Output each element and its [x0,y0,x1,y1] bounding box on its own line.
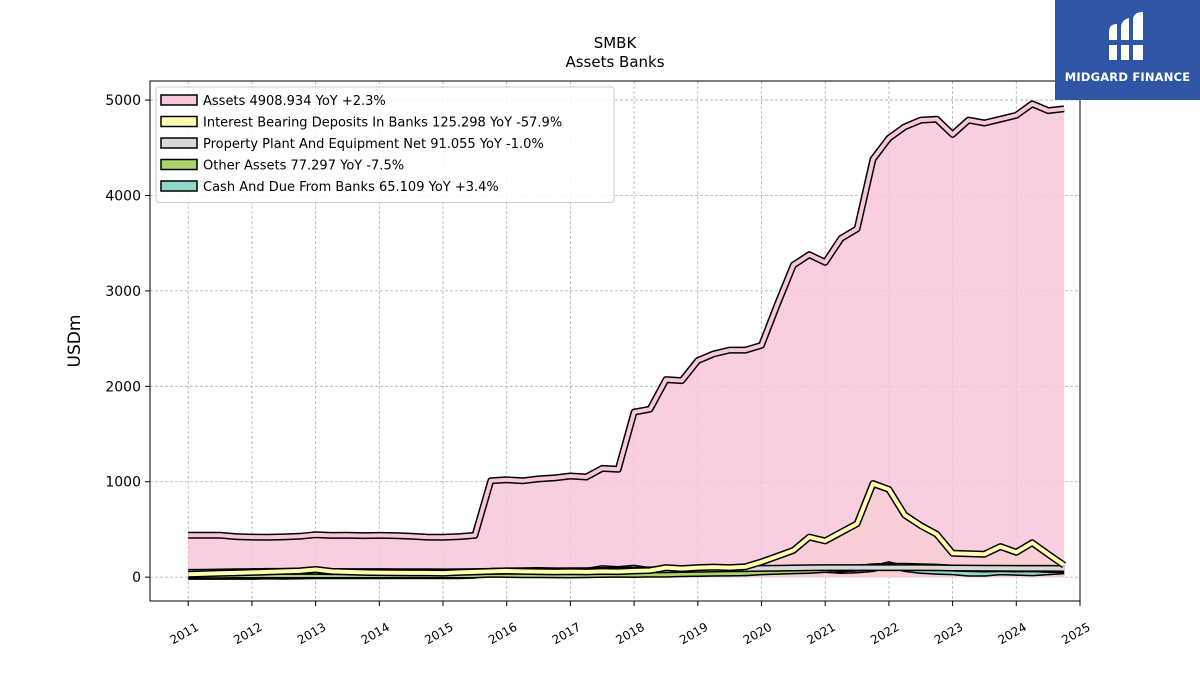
x-tick-label: 2015 [422,620,455,647]
x-tick-label: 2019 [677,620,710,647]
legend-swatch [160,94,198,106]
x-tick-label: 2023 [932,620,965,647]
legend: Assets 4908.934 YoY +2.3% Interest Bearin… [155,86,615,203]
x-tick-label: 2021 [804,620,837,647]
x-tick-label: 2022 [868,620,901,647]
chart-subtitle: Assets Banks [565,53,664,71]
x-tick-label: 2014 [359,620,392,647]
legend-swatch [160,137,198,149]
midgard-finance-logo: MIDGARD FINANCE [1055,0,1200,100]
plot-frame [149,80,1081,602]
midgard-logo-mark-icon [1107,12,1147,60]
legend-swatch [160,158,198,171]
chart-title: SMBK [594,34,638,52]
legend-box [155,86,615,203]
series-area [188,103,1065,578]
legend-label: Other Assets 77.297 YoY -7.5% [203,159,404,174]
y-tick-label: 3000 [105,284,141,300]
y-tick-label: 0 [132,570,141,586]
y-tick-label: 5000 [105,93,141,109]
legend-label: Cash And Due From Banks 65.109 YoY +3.4% [203,180,499,195]
line-layer [188,100,1067,580]
x-tick-label: 2024 [996,620,1029,647]
y-axis-label: USDm [65,315,85,368]
y-tick-label: 1000 [105,475,141,491]
legend-swatch [160,180,198,192]
legend-label: Property Plant And Equipment Net 91.055 … [203,137,544,152]
x-tick-label: 2016 [486,620,519,647]
x-tick-label: 2025 [1059,620,1092,647]
x-tick-label: 2011 [167,620,200,647]
x-tick-label: 2020 [741,620,774,647]
legend-label: Assets 4908.934 YoY +2.3% [203,94,386,109]
x-tick-label: 2017 [550,620,583,647]
series-line [188,101,1065,540]
x-tick-label: 2018 [613,620,646,647]
y-tick-label: 2000 [105,379,141,395]
x-tick-label: 2013 [295,620,328,647]
y-tick-label: 4000 [105,188,141,204]
legend-label: Interest Bearing Deposits In Banks 125.2… [203,116,562,131]
series-line [188,481,1066,577]
logo-text: MIDGARD FINANCE [1064,70,1191,84]
legend-swatch [160,115,198,128]
x-tick-label: 2012 [231,620,264,647]
